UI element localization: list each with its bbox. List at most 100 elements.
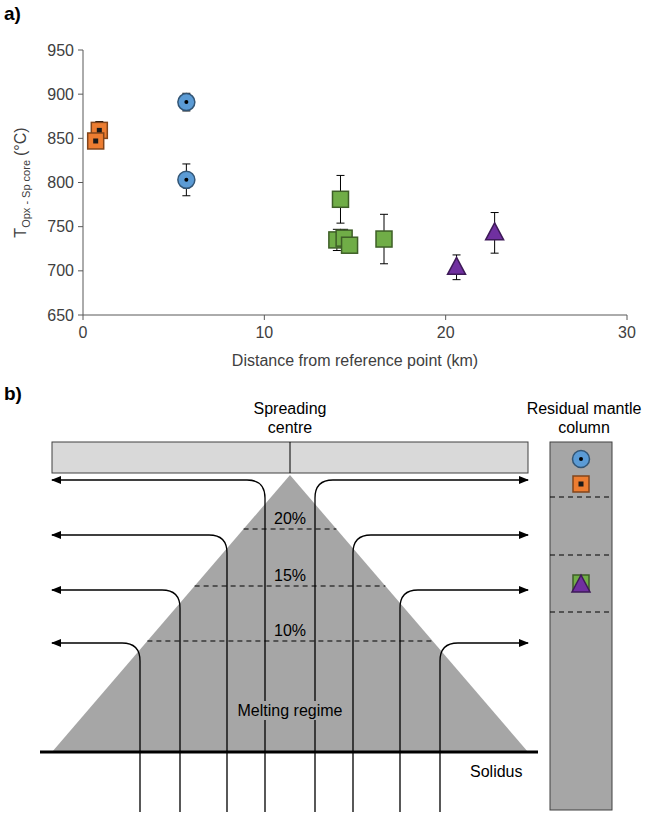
x-tick	[627, 315, 628, 320]
mantle-column	[550, 442, 612, 810]
melt-fraction-label: 15%	[274, 567, 306, 584]
text-line: Residual mantle	[527, 400, 642, 417]
flow-line	[315, 480, 528, 812]
y-tick	[78, 50, 83, 51]
marker	[88, 133, 104, 149]
ridge-axis	[290, 442, 291, 473]
flow-line	[52, 590, 180, 812]
point	[342, 237, 358, 253]
panel-label: b)	[4, 383, 22, 404]
y-tick-label: 750	[47, 218, 74, 235]
melt-isopleth	[147, 640, 432, 641]
melting-regime-label: Melting regime	[238, 702, 343, 719]
x-tick-label: 30	[618, 324, 636, 341]
plot-area	[88, 93, 504, 279]
marker	[178, 171, 195, 188]
residual-column-label: Residual mantle column	[527, 400, 642, 436]
point	[178, 94, 195, 111]
melt-fraction-label: 10%	[274, 622, 306, 639]
x-axis	[83, 315, 627, 316]
column-isopleth	[550, 611, 612, 612]
spreading-centre-label: Spreading centre	[254, 400, 327, 436]
melt-isopleth	[195, 585, 386, 586]
point-dot	[184, 100, 188, 104]
point	[573, 451, 590, 468]
error-cap	[453, 254, 461, 255]
y-title-unit: (°C)	[12, 127, 29, 156]
y-tick	[78, 315, 83, 316]
solidus-label: Solidus	[470, 763, 522, 780]
marker	[448, 257, 466, 274]
flow-line	[52, 535, 227, 812]
solidus-line	[40, 751, 538, 754]
column-isopleth	[550, 554, 612, 555]
error-cap	[380, 263, 388, 264]
point-dot	[579, 482, 584, 487]
x-tick-label: 20	[437, 324, 455, 341]
y-tick-label: 650	[47, 307, 74, 324]
error-cap	[453, 279, 461, 280]
marker	[573, 451, 590, 468]
y-axis-title: TOpx - Sp core (°C)	[12, 127, 32, 237]
y-tick	[78, 270, 83, 271]
error-cap	[380, 214, 388, 215]
x-tick-label: 10	[255, 324, 273, 341]
error-cap	[333, 250, 341, 251]
error-cap	[182, 163, 190, 164]
marker	[332, 191, 348, 207]
x-axis-title: Distance from reference point (km)	[232, 352, 478, 369]
marker	[376, 231, 392, 247]
error-cap	[491, 212, 499, 213]
point	[573, 476, 589, 492]
y-tick-label: 700	[47, 262, 74, 279]
marker	[342, 237, 358, 253]
y-tick-label: 900	[47, 86, 74, 103]
point-dot	[184, 178, 188, 182]
y-title-main: T	[12, 228, 29, 238]
point	[376, 231, 392, 247]
x-tick-label: 0	[79, 324, 88, 341]
marker	[573, 575, 589, 591]
melting-regime	[52, 475, 528, 752]
marker	[573, 476, 589, 492]
error-cap	[336, 223, 344, 224]
plate	[52, 442, 528, 473]
y-tick	[78, 226, 83, 227]
y-tick	[78, 138, 83, 139]
label-patch	[235, 701, 346, 720]
marker	[178, 94, 195, 111]
y-title-sub: Opx - Sp core	[20, 160, 32, 228]
column-isopleth	[550, 496, 612, 497]
point	[486, 223, 504, 240]
point	[572, 575, 590, 592]
marker	[572, 575, 590, 592]
point-dot	[579, 457, 583, 461]
panel-label: a)	[4, 3, 21, 24]
point	[178, 171, 195, 188]
flow-line	[52, 643, 140, 812]
flow-line	[440, 643, 528, 812]
point	[448, 257, 466, 274]
error-cap	[182, 195, 190, 196]
text-line: Spreading	[254, 400, 327, 417]
y-tick-label: 850	[47, 130, 74, 147]
figure: a) 650 700 750 800 850 900 950 0 10 20 30 Distance f…	[0, 0, 655, 815]
x-tick	[264, 315, 265, 320]
text-line: column	[558, 419, 610, 436]
text-line: centre	[268, 419, 313, 436]
flow-line	[52, 480, 265, 812]
error-cap	[336, 175, 344, 176]
y-tick	[78, 182, 83, 183]
x-tick	[445, 315, 446, 320]
point	[573, 575, 589, 591]
flow-line	[400, 590, 528, 812]
melt-isopleth	[244, 528, 337, 529]
point	[332, 191, 348, 207]
error-cap	[491, 253, 499, 254]
point	[88, 133, 104, 149]
marker	[486, 223, 504, 240]
y-tick-label: 800	[47, 174, 74, 191]
y-tick-label: 950	[47, 42, 74, 59]
point-dot	[97, 128, 102, 133]
melt-fraction-label: 20%	[274, 510, 306, 527]
